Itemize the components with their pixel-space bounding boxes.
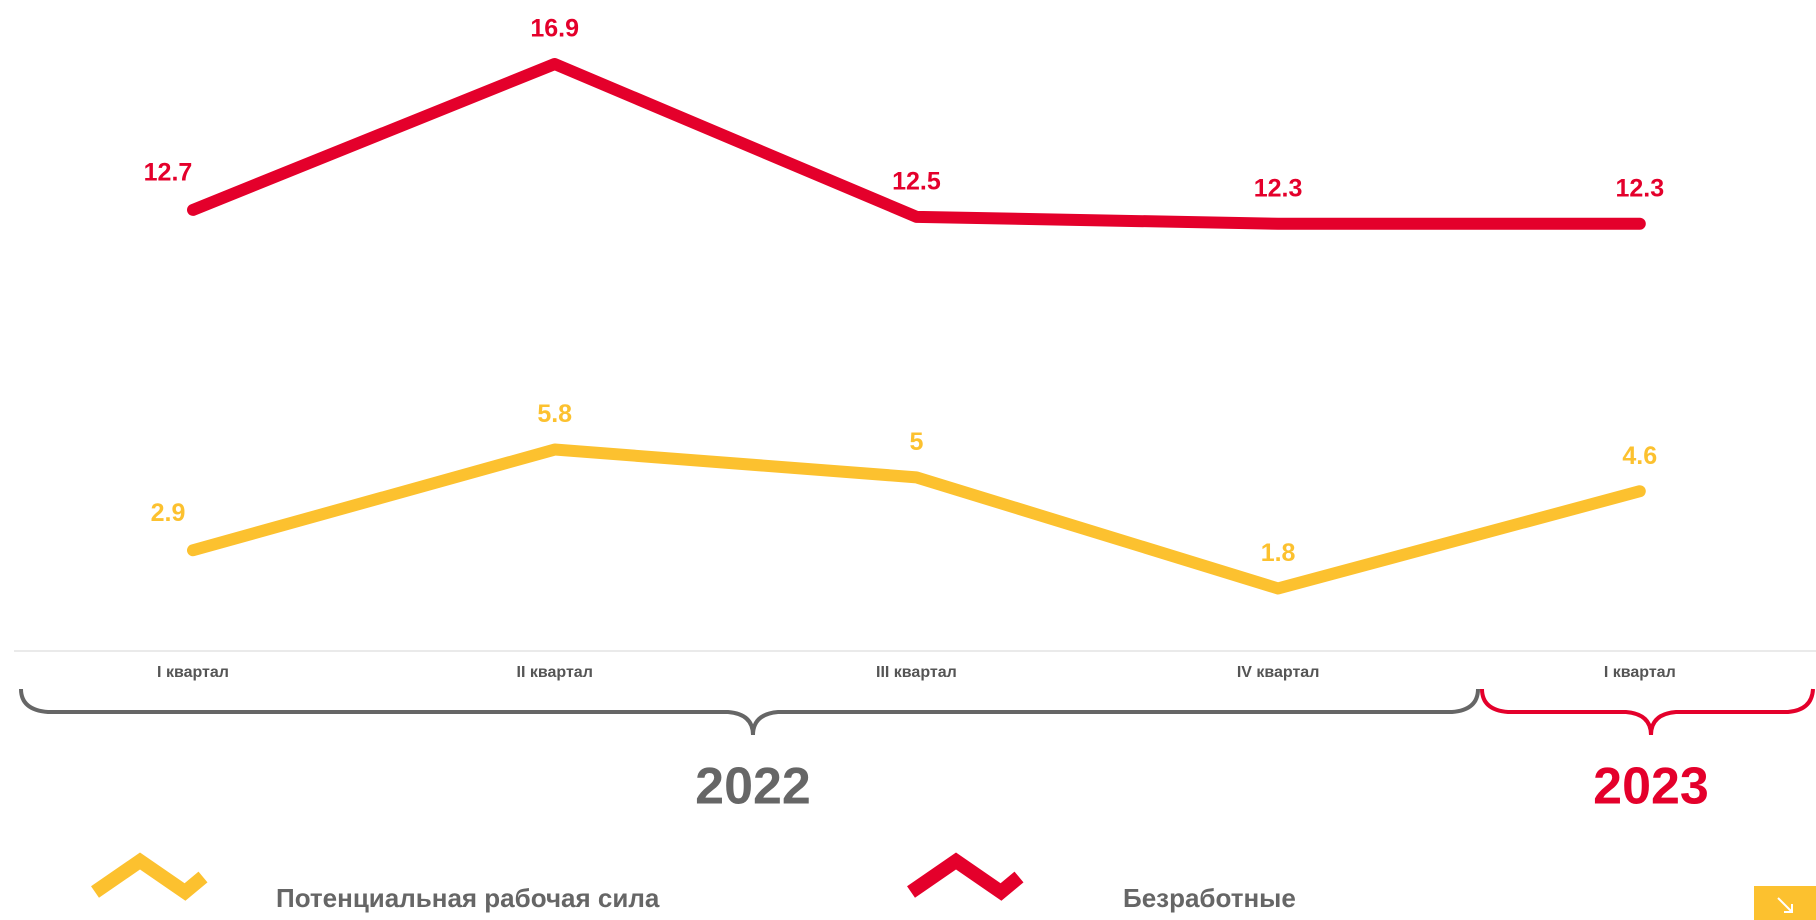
legend	[91, 852, 1024, 901]
data-label: 5	[909, 428, 923, 456]
data-label: 12.5	[892, 167, 941, 195]
legend-icon	[907, 852, 1024, 901]
data-label: 12.3	[1254, 174, 1303, 202]
data-label: 5.8	[537, 400, 572, 428]
series-line	[187, 58, 1646, 230]
data-label: 16.9	[530, 15, 579, 43]
next-button[interactable]	[1754, 886, 1816, 920]
data-label: 1.8	[1261, 539, 1296, 567]
x-tick-label: IV квартал	[1237, 664, 1320, 681]
button-bg[interactable]	[1754, 886, 1816, 920]
data-label: 2.9	[151, 499, 186, 527]
legend-icon	[91, 852, 208, 901]
legend-label: Безработные	[1123, 883, 1296, 913]
group-brace	[1480, 688, 1815, 736]
x-tick-label: II квартал	[517, 664, 593, 681]
group-label: 2022	[695, 758, 811, 816]
legend-label: Потенциальная рабочая сила	[276, 883, 660, 913]
data-label: 12.3	[1615, 174, 1664, 202]
group-brace	[19, 688, 1480, 736]
group-label: 2023	[1593, 758, 1709, 816]
x-tick-label: III квартал	[876, 664, 957, 681]
data-label: 12.7	[144, 158, 193, 186]
x-tick-label: I квартал	[1604, 664, 1676, 681]
series-line	[187, 443, 1646, 595]
x-tick-label: I квартал	[157, 664, 229, 681]
data-label: 4.6	[1622, 442, 1657, 470]
arrow-icon	[1777, 897, 1793, 913]
